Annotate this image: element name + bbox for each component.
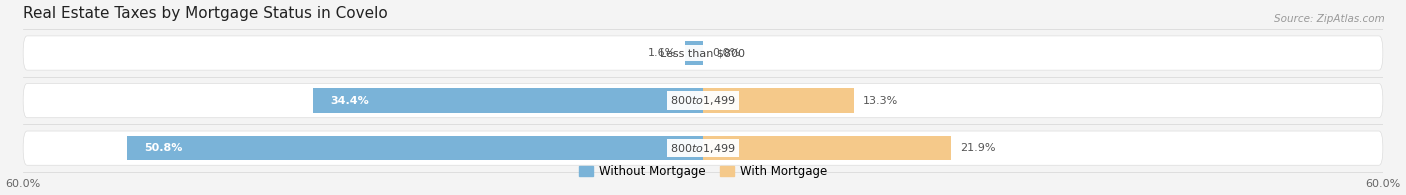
Text: Less than $800: Less than $800 xyxy=(661,48,745,58)
FancyBboxPatch shape xyxy=(22,36,1384,70)
Text: 50.8%: 50.8% xyxy=(145,143,183,153)
FancyBboxPatch shape xyxy=(22,131,1384,165)
Bar xyxy=(703,136,950,160)
Legend: Without Mortgage, With Mortgage: Without Mortgage, With Mortgage xyxy=(574,160,832,183)
Bar xyxy=(128,136,703,160)
Text: Real Estate Taxes by Mortgage Status in Covelo: Real Estate Taxes by Mortgage Status in … xyxy=(22,5,388,20)
Bar xyxy=(685,41,703,65)
Text: $800 to $1,499: $800 to $1,499 xyxy=(671,142,735,155)
Text: Source: ZipAtlas.com: Source: ZipAtlas.com xyxy=(1274,14,1385,24)
Bar xyxy=(314,88,703,113)
FancyBboxPatch shape xyxy=(22,83,1384,118)
Text: 13.3%: 13.3% xyxy=(863,96,898,105)
Bar xyxy=(703,88,853,113)
Text: 21.9%: 21.9% xyxy=(960,143,995,153)
Text: 0.0%: 0.0% xyxy=(711,48,741,58)
Text: 34.4%: 34.4% xyxy=(330,96,368,105)
Text: $800 to $1,499: $800 to $1,499 xyxy=(671,94,735,107)
Text: 1.6%: 1.6% xyxy=(648,48,676,58)
